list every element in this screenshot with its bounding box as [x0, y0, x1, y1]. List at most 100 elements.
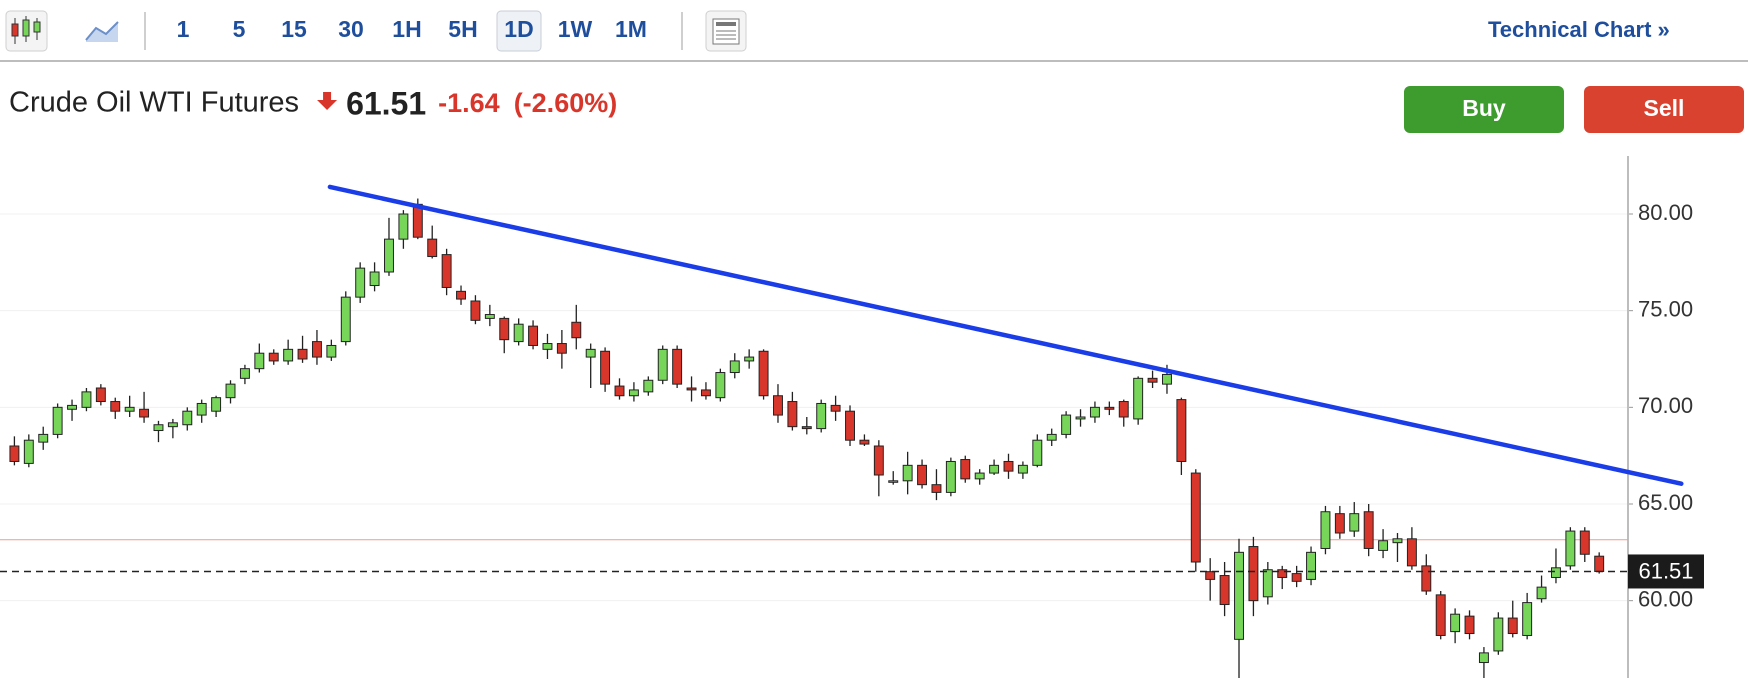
candle-body	[758, 350, 769, 397]
candle-icon[interactable]	[5, 10, 48, 52]
candle-body	[628, 389, 639, 397]
candle-body	[528, 325, 539, 346]
candle-body	[139, 408, 150, 418]
interval-button[interactable]: 1D	[504, 16, 533, 42]
trend-line	[327, 184, 1684, 486]
candle-body	[1363, 511, 1374, 549]
y-tick-label: 80.00	[1638, 200, 1693, 225]
candle-body	[1176, 399, 1187, 462]
candle-body	[167, 422, 178, 428]
candle-body	[1550, 567, 1561, 578]
candle-body	[1536, 586, 1547, 600]
candle-body	[499, 317, 510, 341]
candle-body	[1075, 416, 1086, 420]
interval-selected[interactable]	[496, 10, 542, 52]
y-tick-label: 70.00	[1638, 393, 1693, 418]
candle-body	[398, 213, 409, 240]
candle-body	[427, 238, 438, 258]
candle-body	[1248, 546, 1259, 602]
candle-body	[513, 323, 524, 343]
candle-body	[225, 383, 236, 399]
sell-label[interactable]: Sell	[1644, 95, 1685, 121]
candle-body	[412, 203, 423, 238]
candle-body	[153, 424, 164, 432]
news-icon[interactable]	[705, 10, 747, 52]
interval-button[interactable]: 5H	[448, 16, 477, 42]
candle-body	[1435, 594, 1446, 636]
interval-button[interactable]: 1M	[615, 16, 647, 42]
interval-button[interactable]: 1W	[558, 16, 593, 42]
candle-body	[542, 343, 553, 350]
candle-body	[989, 464, 1000, 474]
candle-body	[67, 404, 78, 410]
last-price-label: 61.51	[1638, 558, 1693, 583]
candle-body	[672, 348, 683, 385]
candle-body	[1392, 538, 1403, 544]
candle-body	[1133, 377, 1144, 420]
candle-body	[1089, 406, 1100, 418]
candle-body	[9, 445, 20, 462]
interval-button[interactable]: 30	[338, 16, 364, 42]
candle-body	[960, 459, 971, 480]
candle-body	[1522, 602, 1533, 636]
candle-body	[1594, 555, 1605, 572]
candle-body	[1478, 652, 1489, 664]
interval-button[interactable]: 1H	[392, 16, 421, 42]
candle-body	[888, 480, 899, 483]
candle-body	[917, 464, 928, 486]
candle-body	[873, 445, 884, 476]
candle-body	[254, 352, 265, 370]
price-change-percent: (-2.60%)	[514, 88, 618, 118]
candle-body	[1234, 551, 1244, 640]
candle-body	[773, 395, 783, 416]
technical-chart-link[interactable]: Technical Chart »	[1488, 17, 1670, 42]
buy-label[interactable]: Buy	[1462, 95, 1506, 121]
candle-body	[1219, 575, 1230, 606]
candle-body	[297, 348, 308, 360]
candle-body	[1190, 472, 1201, 563]
interval-button[interactable]: 1	[177, 16, 190, 42]
candle-body	[931, 484, 942, 493]
candle-body	[700, 389, 711, 397]
candle-body	[182, 410, 193, 426]
candle-body	[1277, 569, 1288, 578]
candle-body	[81, 391, 92, 408]
candle-body	[456, 290, 466, 300]
candle-body	[369, 271, 380, 287]
candle-body	[902, 464, 913, 482]
interval-button[interactable]: 15	[281, 16, 307, 42]
candle-body	[1262, 569, 1273, 598]
candle-body	[1507, 617, 1518, 635]
candle-body	[124, 406, 135, 412]
candle-body	[801, 426, 812, 430]
candle-body	[974, 472, 985, 480]
candle-body	[1061, 414, 1072, 435]
candle-body	[1334, 513, 1345, 534]
candle-body	[1493, 617, 1504, 652]
candle-body	[1320, 511, 1331, 549]
candle-body	[1147, 377, 1158, 383]
line-icon[interactable]	[85, 21, 119, 42]
candle-body	[657, 348, 668, 381]
candle-body	[744, 356, 755, 362]
candle-body	[1378, 540, 1389, 551]
candle-body	[340, 296, 351, 343]
interval-button[interactable]: 5	[233, 16, 246, 42]
candle-body	[355, 267, 366, 298]
candle-body	[1565, 530, 1576, 567]
candle-body	[196, 402, 207, 416]
candle-body	[311, 341, 322, 358]
buy-button[interactable]	[1404, 86, 1564, 133]
candle-body	[23, 439, 34, 464]
candle-body	[1579, 530, 1590, 555]
candle-body	[1118, 401, 1129, 418]
last-price-box	[1628, 554, 1704, 589]
candle-body	[1291, 573, 1302, 582]
sell-button[interactable]	[1584, 86, 1744, 133]
candle-body	[268, 352, 279, 362]
candle-body	[945, 460, 956, 493]
candle-body	[211, 397, 222, 412]
candle-body	[1205, 571, 1216, 580]
